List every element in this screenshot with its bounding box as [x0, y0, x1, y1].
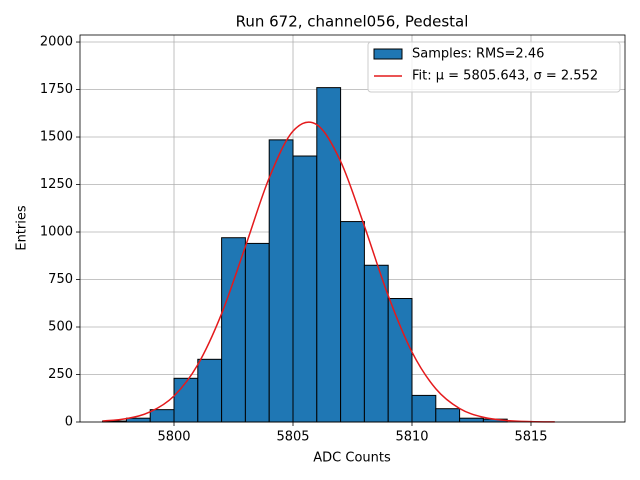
x-tick-label: 5815 [514, 430, 547, 445]
y-tick-label: 1500 [40, 130, 73, 145]
histogram-bar [340, 221, 365, 423]
y-tick-label: 750 [48, 272, 73, 287]
histogram-bar [244, 242, 270, 423]
x-tick-label: 5805 [276, 430, 309, 445]
y-axis-label: Entries [15, 205, 30, 251]
histogram-bar [459, 417, 484, 423]
chart-title: Run 672, channel056, Pedestal [236, 13, 469, 31]
histogram-bar [149, 409, 175, 423]
histogram-bar [363, 264, 389, 423]
x-axis-label: ADC Counts [313, 451, 391, 466]
y-tick-label: 250 [48, 367, 73, 382]
y-tick-label: 2000 [40, 35, 73, 50]
x-tick-label: 5810 [395, 430, 428, 445]
histogram-bar [125, 417, 151, 423]
y-tick-label: 1750 [40, 82, 73, 97]
legend-box [367, 41, 621, 93]
histogram-bar [292, 155, 318, 423]
y-tick-label: 1250 [40, 177, 73, 192]
histogram-bar [197, 358, 223, 423]
legend-label: Fit: μ = 5805.643, σ = 2.552 [412, 69, 598, 84]
histogram-bar [268, 139, 294, 423]
histogram-bar [173, 377, 199, 423]
histogram-bar [411, 394, 437, 423]
x-tick-label: 5800 [157, 430, 190, 445]
histogram-bar [435, 408, 461, 423]
legend-swatch [373, 48, 403, 60]
fit-line [102, 121, 555, 423]
plot-frame [79, 34, 626, 423]
histogram-bar [221, 237, 246, 423]
histogram-bar [387, 298, 413, 423]
legend-label: Samples: RMS=2.46 [412, 47, 544, 62]
y-tick-label: 500 [48, 320, 73, 335]
y-tick-label: 0 [65, 415, 73, 430]
y-tick-label: 1000 [40, 225, 73, 240]
